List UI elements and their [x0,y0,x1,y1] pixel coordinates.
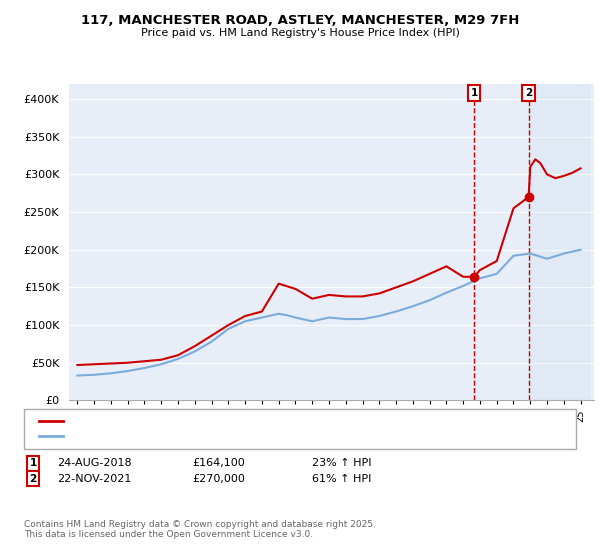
Text: 22-NOV-2021: 22-NOV-2021 [57,474,131,484]
Text: Contains HM Land Registry data © Crown copyright and database right 2025.
This d: Contains HM Land Registry data © Crown c… [24,520,376,539]
Text: 117, MANCHESTER ROAD, ASTLEY, MANCHESTER, M29 7FH: 117, MANCHESTER ROAD, ASTLEY, MANCHESTER… [81,14,519,27]
Text: 1: 1 [29,458,37,468]
Text: £164,100: £164,100 [192,458,245,468]
Text: 1: 1 [470,88,478,98]
Text: 23% ↑ HPI: 23% ↑ HPI [312,458,371,468]
Text: Price paid vs. HM Land Registry's House Price Index (HPI): Price paid vs. HM Land Registry's House … [140,28,460,38]
Text: HPI: Average price, semi-detached house, Wigan: HPI: Average price, semi-detached house,… [67,431,305,441]
Bar [529,84,589,400]
Text: £270,000: £270,000 [192,474,245,484]
Text: 2: 2 [29,474,37,484]
Text: 24-AUG-2018: 24-AUG-2018 [57,458,131,468]
Text: 117, MANCHESTER ROAD, ASTLEY, MANCHESTER, M29 7FH (semi-detached house): 117, MANCHESTER ROAD, ASTLEY, MANCHESTER… [67,416,473,426]
Text: 2: 2 [525,88,532,98]
Text: 61% ↑ HPI: 61% ↑ HPI [312,474,371,484]
